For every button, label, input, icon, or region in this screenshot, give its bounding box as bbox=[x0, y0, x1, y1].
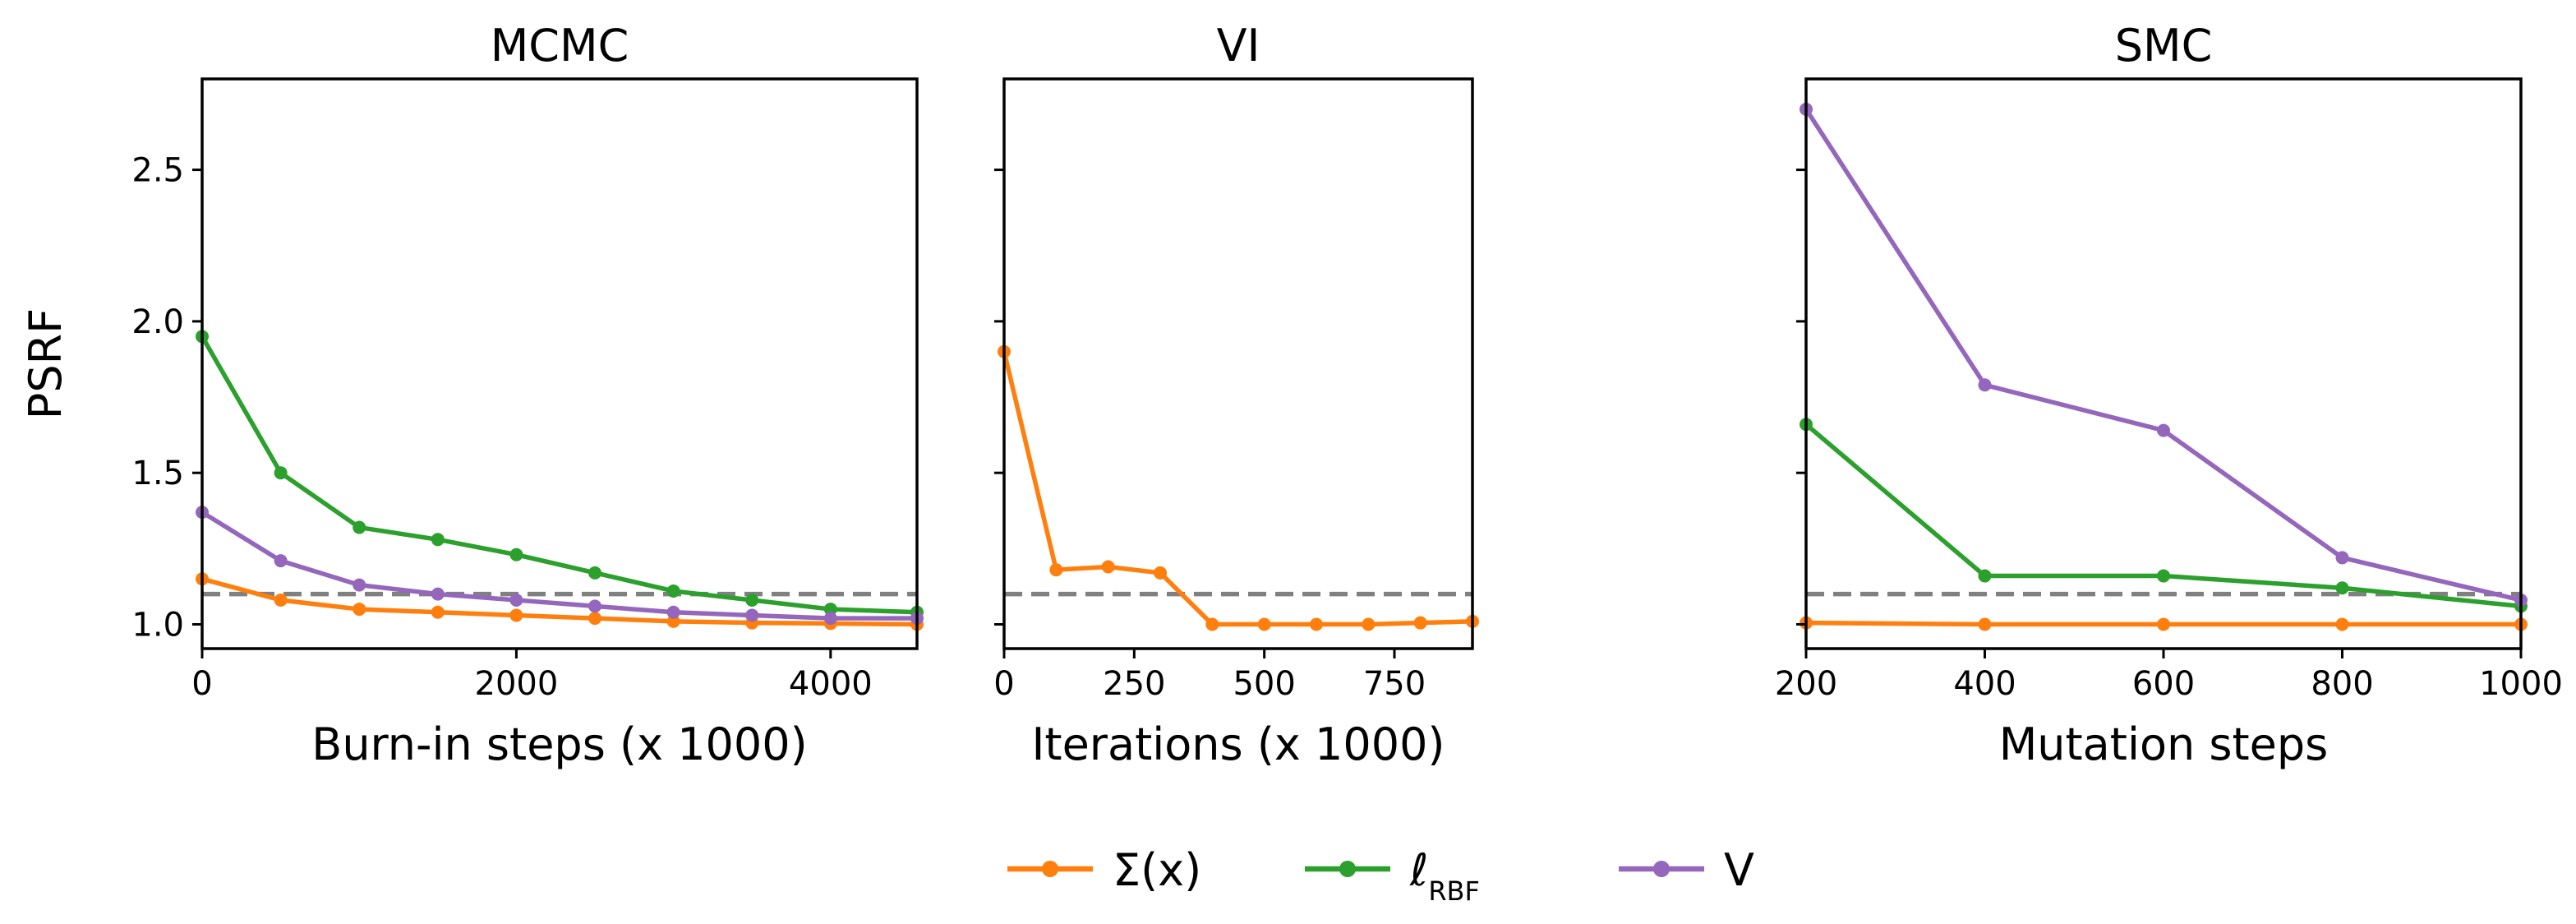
x-tick-label: 4000 bbox=[789, 665, 873, 703]
legend-marker-sigma bbox=[1042, 861, 1058, 877]
data-point-sigma bbox=[1257, 617, 1271, 631]
data-point-v bbox=[2157, 423, 2170, 437]
data-point-sigma bbox=[666, 614, 680, 628]
data-point-v bbox=[1978, 378, 1992, 392]
panel-vi: VI 0 250 500 750 Iterations (x 1000) bbox=[993, 20, 1479, 770]
data-point-sigma bbox=[509, 608, 523, 622]
data-point-l-rbf bbox=[353, 520, 366, 534]
data-point-l-rbf bbox=[2335, 581, 2349, 595]
data-point-l-rbf bbox=[274, 466, 288, 480]
panel-smc: SMC 200 400 600 800 1000 Mutation steps bbox=[1775, 20, 2563, 770]
data-point-v bbox=[2335, 551, 2349, 565]
data-point-v bbox=[274, 554, 288, 568]
axes-frame bbox=[200, 77, 919, 650]
x-axis-label: Iterations (x 1000) bbox=[1031, 718, 1445, 770]
series-line-l-rbf bbox=[200, 335, 918, 615]
data-point-l-rbf bbox=[745, 594, 759, 608]
x-axis-label: Burn-in steps (x 1000) bbox=[311, 718, 807, 770]
x-tick-label: 0 bbox=[191, 665, 212, 703]
legend-marker-v bbox=[1653, 861, 1670, 877]
y-tick-label: 1.5 bbox=[131, 455, 184, 492]
data-point-l-rbf bbox=[509, 547, 523, 561]
x-axis-label: Mutation steps bbox=[1999, 718, 2329, 770]
data-point-l-rbf bbox=[666, 584, 680, 598]
series-line-sigma bbox=[201, 576, 918, 627]
data-point-v bbox=[431, 587, 445, 601]
data-point-l-rbf bbox=[588, 566, 602, 580]
x-tick-label: 200 bbox=[1775, 665, 1837, 703]
x-tick-label: 0 bbox=[993, 665, 1014, 703]
data-point-v bbox=[666, 605, 680, 619]
data-point-l-rbf bbox=[1978, 569, 1992, 583]
data-point-sigma bbox=[1154, 566, 1167, 580]
data-point-sigma bbox=[1205, 617, 1219, 631]
panel-title: MCMC bbox=[491, 20, 629, 72]
data-point-sigma bbox=[1978, 617, 1992, 631]
x-tick-label: 500 bbox=[1233, 665, 1295, 703]
legend-marker-l-rbf bbox=[1339, 861, 1356, 877]
data-point-l-rbf bbox=[431, 533, 445, 547]
data-point-v bbox=[353, 578, 366, 592]
y-tick-label: 2.5 bbox=[131, 152, 184, 190]
data-point-sigma bbox=[1413, 616, 1427, 630]
data-point-v bbox=[588, 599, 602, 613]
axes-frame bbox=[1002, 77, 1474, 650]
data-point-l-rbf bbox=[2157, 569, 2170, 583]
data-point-v bbox=[823, 612, 837, 626]
y-tick-label: 2.0 bbox=[131, 303, 184, 341]
panel-mcmc: MCMC 0 2000 4000 1.0 1.5 2.0 2.5 Burn-in steps (… bbox=[20, 20, 924, 770]
data-point-sigma bbox=[431, 605, 445, 619]
data-point-l-rbf bbox=[823, 603, 837, 617]
x-tick-label: 750 bbox=[1363, 665, 1426, 703]
panel-title: VI bbox=[1217, 20, 1260, 72]
axes-frame bbox=[1804, 77, 2523, 650]
data-point-sigma bbox=[1101, 560, 1115, 574]
data-point-sigma bbox=[1362, 617, 1376, 631]
data-point-sigma bbox=[1310, 617, 1323, 631]
x-tick-label: 800 bbox=[2311, 665, 2373, 703]
data-point-sigma bbox=[2157, 617, 2170, 631]
x-tick-label: 600 bbox=[2132, 665, 2195, 703]
panel-title: SMC bbox=[2115, 20, 2213, 72]
data-point-v bbox=[745, 608, 759, 622]
legend-subscript: RBF bbox=[1428, 875, 1480, 907]
series-line-v bbox=[1804, 108, 2522, 603]
data-point-sigma bbox=[274, 594, 288, 608]
x-tick-label: 2000 bbox=[475, 665, 559, 703]
x-tick-label: 1000 bbox=[2479, 665, 2563, 703]
y-axis-label: PSRF bbox=[20, 308, 71, 419]
series-line-v bbox=[200, 510, 917, 621]
legend-label-sigma: Σ(x) bbox=[1113, 844, 1201, 896]
data-point-v bbox=[509, 594, 523, 608]
data-point-sigma bbox=[588, 612, 602, 626]
x-tick-label: 250 bbox=[1103, 665, 1165, 703]
legend-label-v: V bbox=[1724, 844, 1754, 896]
series-line-sigma bbox=[1002, 351, 1473, 627]
legend: Σ(x) ℓRBF V bbox=[1007, 844, 1754, 907]
y-tick-label: 1.0 bbox=[131, 607, 184, 644]
x-tick-label: 400 bbox=[1953, 665, 2016, 703]
data-point-sigma bbox=[2335, 617, 2349, 631]
data-point-sigma bbox=[353, 603, 366, 617]
data-point-sigma bbox=[1049, 563, 1063, 577]
legend-label-l-rbf: ℓRBF bbox=[1409, 844, 1480, 907]
